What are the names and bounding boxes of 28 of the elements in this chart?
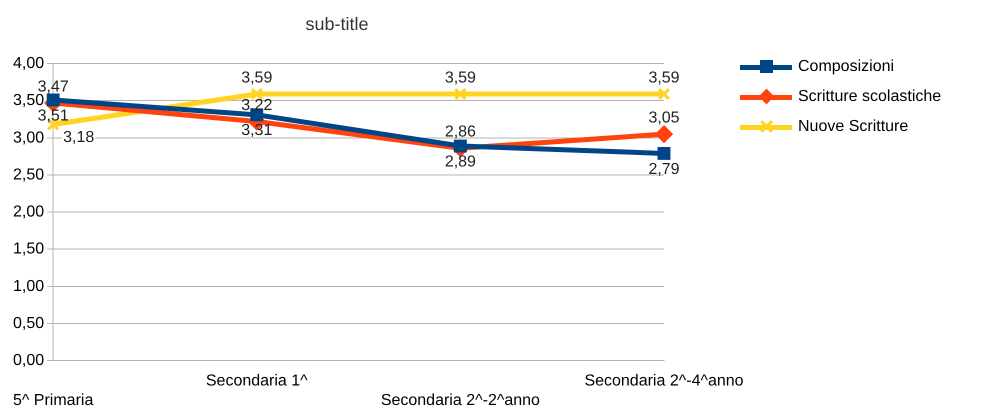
x-tick-label: Secondaria 1^ bbox=[206, 372, 308, 390]
y-tick-label: 1,00 bbox=[13, 278, 44, 295]
x-tick-label: Secondaria 2^-2^anno bbox=[380, 392, 540, 409]
data-label: 3,22 bbox=[241, 96, 272, 114]
data-label: 3,05 bbox=[648, 110, 680, 127]
legend-label: Composizioni bbox=[798, 58, 894, 76]
data-label: 3,59 bbox=[444, 69, 476, 86]
y-tick-label: 3,00 bbox=[13, 129, 44, 146]
data-label: 2,89 bbox=[444, 153, 476, 170]
chart-title: sub-title bbox=[305, 14, 369, 34]
y-tick-label: 3,50 bbox=[13, 92, 44, 110]
y-tick-label: 0,50 bbox=[13, 314, 44, 332]
data-label: 3,59 bbox=[648, 69, 680, 86]
data-label: 2,79 bbox=[648, 160, 680, 178]
y-tick-label: 0,00 bbox=[13, 352, 44, 370]
y-tick-label: 2,50 bbox=[13, 166, 44, 184]
y-tick-label: 4,00 bbox=[13, 55, 44, 72]
data-label: 3,51 bbox=[38, 107, 69, 124]
data-label: 3,18 bbox=[63, 128, 94, 146]
legend-label: Nuove Scritture bbox=[798, 118, 908, 136]
x-tick-label: Secondaria 2^-4^anno bbox=[584, 372, 744, 390]
data-label: 3,31 bbox=[241, 122, 272, 140]
legend-label: Scritture scolastiche bbox=[798, 88, 942, 106]
data-label: 3,59 bbox=[241, 69, 272, 86]
data-label: 2,86 bbox=[444, 124, 476, 141]
y-tick-label: 2,00 bbox=[13, 204, 44, 221]
y-tick-label: 1,50 bbox=[13, 240, 44, 258]
x-tick-label: 5^ Primaria bbox=[12, 392, 94, 409]
